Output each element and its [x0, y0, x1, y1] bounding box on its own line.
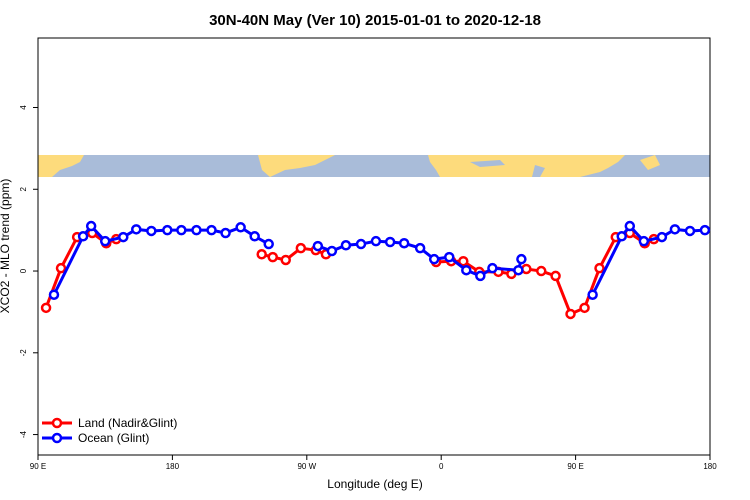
data-point [669, 224, 681, 235]
map-land [258, 155, 335, 177]
y-tick-label: 4 [19, 105, 28, 110]
map-sea [532, 165, 545, 177]
y-tick-label: -4 [19, 430, 28, 438]
data-point [656, 231, 668, 243]
data-point [444, 251, 455, 263]
data-point [40, 302, 52, 314]
data-point [267, 251, 279, 263]
data-point [295, 242, 307, 254]
data-point [206, 224, 217, 236]
x-axis-label: Longitude (deg E) [327, 477, 422, 491]
x-tick-label: 180 [166, 462, 180, 471]
data-point [118, 231, 129, 243]
y-tick-label: 0 [19, 268, 28, 273]
map-sea [470, 160, 505, 167]
data-point [428, 253, 440, 265]
data-point [263, 238, 274, 250]
data-point [55, 262, 67, 274]
map-strip [38, 155, 710, 177]
data-point [77, 231, 89, 242]
x-tick-label: 90 E [567, 462, 583, 471]
data-point [131, 224, 142, 235]
x-tick-label: 90 W [297, 462, 316, 471]
legend-label: Ocean (Glint) [78, 431, 149, 445]
data-point [220, 227, 231, 239]
data-point [699, 224, 711, 236]
data-point [461, 264, 472, 276]
data-point [587, 289, 598, 300]
data-point [594, 262, 605, 274]
series-line [52, 223, 706, 296]
chart-title: 30N-40N May (Ver 10) 2015-01-01 to 2020-… [209, 12, 541, 29]
data-point [565, 308, 576, 320]
legend-label: Land (Nadir&Glint) [78, 416, 177, 430]
map-land [428, 155, 625, 177]
data-point [521, 263, 532, 275]
data-point [326, 245, 338, 257]
data-point [99, 235, 111, 247]
legend: Land (Nadir&Glint)Ocean (Glint) [42, 416, 177, 445]
data-point [475, 270, 486, 282]
data-point [280, 254, 291, 266]
map-land [640, 155, 660, 170]
data-point [414, 242, 426, 254]
y-tick-label: 2 [19, 186, 28, 191]
data-point [384, 236, 396, 248]
data-point [370, 235, 382, 247]
x-tick-label: 90 E [30, 462, 46, 471]
data-point [146, 225, 157, 237]
data-point [516, 253, 527, 265]
data-point [162, 224, 173, 236]
data-point [235, 222, 246, 233]
data-point [249, 231, 260, 242]
data-point [536, 265, 547, 277]
data-point [398, 237, 410, 249]
x-tick-label: 180 [703, 462, 717, 471]
data-point [312, 240, 324, 252]
data-point [684, 225, 696, 237]
legend-marker [51, 432, 63, 444]
legend-marker [51, 417, 63, 429]
map-land [38, 155, 84, 177]
data-point [355, 238, 367, 250]
data-point [487, 262, 498, 274]
data-point [191, 224, 202, 236]
data-point [638, 235, 650, 247]
y-tick-label: -2 [19, 349, 28, 357]
data-point [579, 302, 590, 314]
data-point [616, 231, 627, 242]
data-point [176, 224, 187, 236]
data-point [48, 289, 60, 300]
data-point [256, 249, 267, 260]
data-point [458, 255, 469, 267]
data-point [513, 264, 524, 276]
data-point [340, 240, 352, 251]
x-tick-label: 0 [439, 462, 444, 471]
data-point [550, 270, 561, 282]
y-axis-label: XCO2 - MLO trend (ppm) [0, 179, 12, 314]
data-point [85, 220, 97, 232]
data-point [624, 220, 636, 232]
plot-frame [37, 37, 711, 456]
